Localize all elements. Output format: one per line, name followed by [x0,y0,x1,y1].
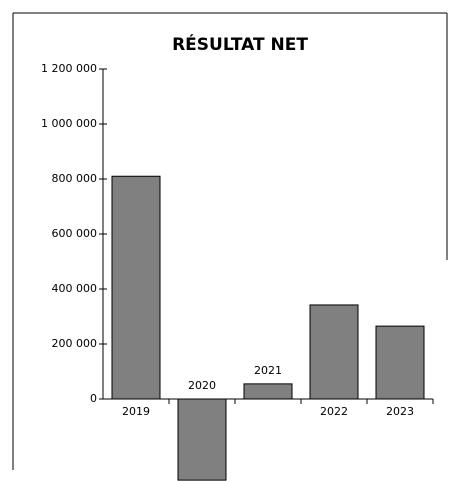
bar [243,383,293,400]
y-tick-label: 1 200 000 [41,62,97,75]
x-tick-label: 2022 [320,405,348,418]
x-tick-label: 2020 [188,379,216,392]
y-tick-label: 200 000 [52,337,98,350]
y-tick-label: 600 000 [52,227,98,240]
bar [111,175,161,400]
y-tick-label: 1 000 000 [41,117,97,130]
bar [375,325,425,400]
x-tick-label: 2021 [254,364,282,377]
bar [177,398,227,481]
x-tick-label: 2023 [386,405,414,418]
y-tick-label: 800 000 [52,172,98,185]
y-tick-label: 0 [90,392,97,405]
y-tick-label: 400 000 [52,282,98,295]
bar [309,304,359,400]
x-tick-label: 2019 [122,405,150,418]
chart-title: RÉSULTAT NET [172,33,308,55]
